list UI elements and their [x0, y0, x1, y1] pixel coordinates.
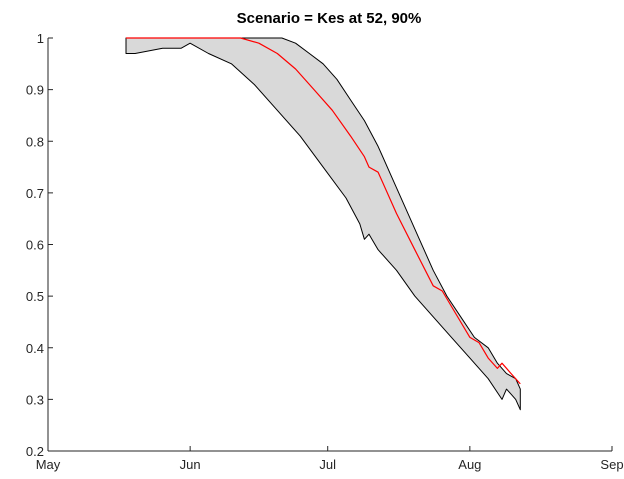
y-tick-label: 1 [37, 31, 44, 46]
y-tick-label: 0.7 [26, 186, 44, 201]
x-tick-label: Aug [458, 457, 481, 472]
x-tick-label: Jul [319, 457, 336, 472]
y-tick-label: 0.6 [26, 238, 44, 253]
y-tick-label: 0.2 [26, 444, 44, 459]
x-tick-label: May [36, 457, 61, 472]
axis-layer: 0.2 0.3 0.4 0.5 0.6 0.7 0.8 0.9 1 May Jun Jul Aug Sep [26, 31, 624, 472]
y-tick-label: 0.9 [26, 83, 44, 98]
x-tick-label: Jun [180, 457, 201, 472]
band-layer [125, 37, 521, 411]
series-layer [126, 37, 521, 385]
y-tick-label: 0.5 [26, 289, 44, 304]
chart-title: Scenario = Kes at 52, 90% [237, 10, 422, 27]
band-area [125, 37, 521, 411]
series-line-0 [126, 37, 521, 385]
y-tick-label: 0.8 [26, 134, 44, 149]
y-tick-label: 0.3 [26, 392, 44, 407]
x-tick-label: Sep [600, 457, 623, 472]
y-tick-label: 0.4 [26, 341, 44, 356]
